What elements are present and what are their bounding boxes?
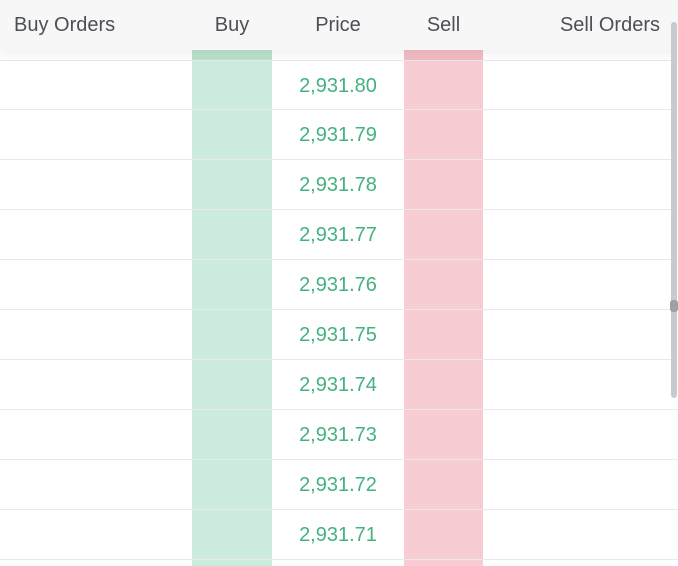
sell-cell[interactable]	[404, 160, 483, 209]
price-row: 2,931.76	[0, 260, 678, 310]
sell-cell[interactable]	[404, 260, 483, 309]
price-cell: 2,931.74	[299, 374, 377, 396]
vertical-scrollbar[interactable]	[670, 22, 678, 398]
scrollbar-thumb[interactable]	[671, 22, 677, 398]
price-row: 2,931.78	[0, 160, 678, 210]
price-row: 2,931.77	[0, 210, 678, 260]
sell-orders-cell[interactable]	[483, 61, 670, 110]
price-cell: 2,931.71	[299, 524, 377, 546]
buy-column-top-edge	[192, 50, 272, 60]
price-cell: 2,931.77	[299, 224, 377, 246]
buy-orders-cell[interactable]	[0, 260, 192, 309]
buy-orders-header: Buy Orders	[14, 14, 116, 36]
buy-cell[interactable]	[192, 360, 272, 409]
price-row: 2,931.79	[0, 110, 678, 160]
sell-cell[interactable]	[404, 510, 483, 559]
sell-orders-cell[interactable]	[483, 460, 670, 509]
sell-orders-cell[interactable]	[483, 210, 670, 259]
price-row: 2,931.73	[0, 410, 678, 460]
buy-cell[interactable]	[192, 410, 272, 459]
price-cell: 2,931.78	[299, 174, 377, 196]
sell-orders-cell[interactable]	[483, 410, 670, 459]
buy-column-background	[192, 50, 272, 566]
price-row: 2,931.72	[0, 460, 678, 510]
sell-orders-cell[interactable]	[483, 260, 670, 309]
sell-cell[interactable]	[404, 310, 483, 359]
buy-cell[interactable]	[192, 210, 272, 259]
price-cell: 2,931.80	[299, 75, 377, 97]
buy-orders-cell[interactable]	[0, 210, 192, 259]
sell-cell[interactable]	[404, 61, 483, 110]
price-header: Price	[315, 14, 361, 36]
sell-cell[interactable]	[404, 410, 483, 459]
price-cell: 2,931.79	[299, 124, 377, 146]
buy-orders-cell[interactable]	[0, 510, 192, 559]
sell-orders-header: Sell Orders	[559, 14, 660, 36]
order-book-header: Buy Orders Buy Price Sell Sell Orders	[0, 0, 678, 50]
buy-orders-cell[interactable]	[0, 61, 192, 110]
buy-orders-cell[interactable]	[0, 310, 192, 359]
price-row: 2,931.75	[0, 310, 678, 360]
sell-column-background	[404, 50, 483, 566]
price-cell: 2,931.72	[299, 474, 377, 496]
buy-cell[interactable]	[192, 260, 272, 309]
sell-orders-cell[interactable]	[483, 510, 670, 559]
sell-orders-cell[interactable]	[483, 360, 670, 409]
sell-cell[interactable]	[404, 360, 483, 409]
price-cell: 2,931.75	[299, 324, 377, 346]
price-row: 2,931.74	[0, 360, 678, 410]
scroll-position-marker	[670, 300, 678, 312]
price-row: 2,931.80	[0, 60, 678, 110]
buy-orders-cell[interactable]	[0, 410, 192, 459]
sell-cell[interactable]	[404, 110, 483, 159]
buy-orders-cell[interactable]	[0, 460, 192, 509]
buy-orders-cell[interactable]	[0, 160, 192, 209]
sell-orders-cell[interactable]	[483, 310, 670, 359]
sell-cell[interactable]	[404, 460, 483, 509]
price-cell: 2,931.73	[299, 424, 377, 446]
price-row: 2,931.71	[0, 510, 678, 560]
buy-header: Buy	[214, 14, 250, 36]
buy-orders-cell[interactable]	[0, 360, 192, 409]
buy-cell[interactable]	[192, 61, 272, 110]
buy-cell[interactable]	[192, 460, 272, 509]
buy-orders-cell[interactable]	[0, 110, 192, 159]
buy-cell[interactable]	[192, 110, 272, 159]
sell-header: Sell	[426, 14, 461, 36]
sell-cell[interactable]	[404, 210, 483, 259]
buy-cell[interactable]	[192, 310, 272, 359]
sell-orders-cell[interactable]	[483, 160, 670, 209]
price-cell: 2,931.76	[299, 274, 377, 296]
sell-column-top-edge	[404, 50, 483, 60]
price-ladder-rows: 2,931.80 2,931.79 2,931.78 2,931.77	[0, 60, 678, 560]
sell-orders-cell[interactable]	[483, 110, 670, 159]
buy-cell[interactable]	[192, 510, 272, 559]
buy-cell[interactable]	[192, 160, 272, 209]
